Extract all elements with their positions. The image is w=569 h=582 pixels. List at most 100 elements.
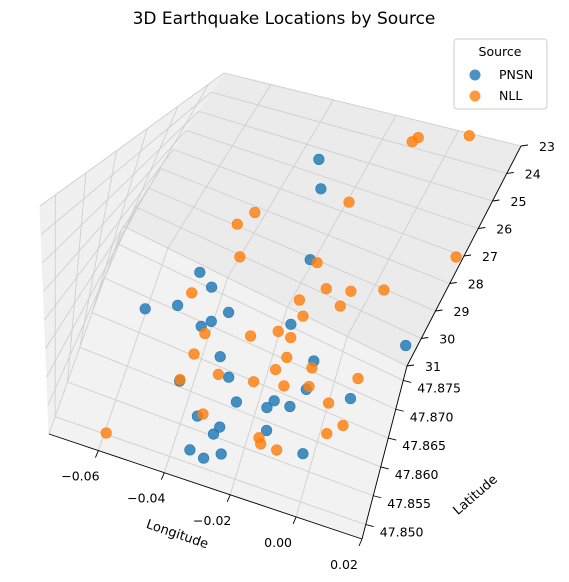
point-nll-12 (345, 285, 357, 297)
point-nll-16 (293, 294, 306, 306)
z-grid-side-0 (39, 72, 225, 207)
point-pnsn-0 (313, 153, 325, 165)
point-pnsn-7 (172, 299, 184, 312)
point-nll-17 (378, 284, 390, 296)
point-pnsn-12 (223, 371, 235, 383)
z-tick-mark-8 (406, 364, 415, 367)
z-grid-side-1 (40, 91, 212, 235)
grid-lines (39, 72, 522, 540)
x-tick-label-0: −0.06 (61, 469, 99, 484)
point-nll-6 (450, 251, 462, 263)
z-grid-back-4 (173, 149, 465, 257)
point-pnsn-27 (344, 393, 357, 405)
y-tick-label-4: 47.870 (410, 409, 454, 424)
chart-title: 3D Earthquake Locations by Source (133, 9, 436, 29)
point-pnsn-10 (285, 318, 297, 330)
x-tick-mark-1 (160, 472, 165, 480)
x-grid-floor-2 (229, 306, 288, 495)
x-grid-floor-0 (97, 247, 169, 451)
z-grid-side-7 (47, 206, 137, 406)
x-tick-mark-0 (95, 450, 99, 458)
point-nll-26 (270, 364, 282, 376)
point-nll-30 (303, 380, 315, 393)
legend-label-nll: NLL (499, 88, 522, 103)
z-tick-mark-7 (421, 337, 429, 339)
z-grid-side-6 (46, 187, 149, 378)
point-nll-37 (100, 427, 112, 439)
y-tick-mark-2 (380, 466, 389, 470)
point-nll-29 (197, 408, 209, 420)
z-tick-mark-5 (449, 282, 457, 284)
z-grid-back-3 (185, 129, 479, 229)
x-axis-line (48, 433, 363, 540)
z-tick-label-6: 29 (454, 304, 470, 319)
x-tick-label-1: −0.04 (127, 491, 165, 506)
y-tick-mark-1 (373, 495, 382, 499)
point-nll-33 (255, 438, 267, 450)
legend-marker-pnsn (469, 69, 481, 81)
point-pnsn-20 (184, 444, 196, 456)
point-pnsn-21 (261, 424, 273, 437)
point-nll-15 (199, 327, 211, 340)
point-pnsn-11 (214, 351, 226, 363)
y-tick-mark-3 (388, 437, 397, 441)
point-pnsn-22 (261, 402, 273, 414)
point-nll-3 (343, 196, 355, 208)
z-tick-label-7: 30 (439, 332, 455, 347)
point-nll-14 (272, 325, 284, 338)
z-tick-label-5: 28 (468, 277, 484, 292)
x-tick-label-2: −0.02 (193, 513, 231, 528)
y-tick-label-5: 47.875 (417, 380, 461, 395)
z-tick-label-0: 23 (539, 139, 555, 154)
point-pnsn-29 (198, 452, 210, 464)
legend-title: Source (479, 44, 522, 59)
point-nll-7 (234, 251, 246, 263)
y-tick-mark-4 (395, 408, 404, 412)
axis-lines (48, 145, 522, 540)
y-tick-label-2: 47.860 (395, 467, 439, 482)
y-tick-label-1: 47.855 (387, 496, 431, 511)
point-pnsn-5 (223, 306, 235, 319)
z-tick-mark-1 (506, 172, 514, 174)
z-tick-mark-4 (463, 254, 472, 257)
point-nll-24 (278, 380, 290, 392)
point-pnsn-26 (297, 448, 309, 460)
point-pnsn-3 (194, 266, 206, 278)
point-pnsn-17 (207, 428, 220, 440)
y-grid-floor-2 (79, 346, 381, 468)
y-axis-label: Latitude (451, 472, 501, 518)
point-nll-21 (281, 351, 293, 364)
point-nll-0 (463, 130, 475, 142)
z-tick-mark-0 (520, 144, 529, 147)
point-nll-5 (231, 218, 243, 230)
point-pnsn-6 (205, 315, 217, 328)
point-nll-35 (337, 419, 349, 432)
point-nll-18 (285, 332, 297, 344)
z-tick-label-8: 31 (425, 359, 441, 374)
z-tick-label-2: 25 (511, 194, 527, 209)
z-tick-mark-2 (492, 199, 500, 202)
point-nll-36 (321, 428, 333, 440)
z-tick-label-3: 26 (496, 222, 512, 237)
point-nll-20 (245, 330, 257, 342)
z-grid-side-3 (43, 130, 187, 292)
z-grid-back-5 (160, 168, 450, 284)
point-pnsn-4 (206, 281, 218, 293)
z-grid-side-5 (45, 168, 162, 349)
x-grid-floor-1 (163, 277, 229, 473)
point-nll-34 (271, 444, 283, 456)
point-pnsn-16 (214, 421, 226, 433)
point-nll-28 (174, 374, 186, 386)
point-pnsn-14 (230, 396, 242, 408)
point-nll-2 (406, 136, 418, 148)
scatter-points (100, 130, 475, 464)
point-pnsn-19 (215, 448, 227, 460)
x-tick-label-4: 0.02 (330, 557, 358, 572)
point-nll-31 (323, 397, 335, 409)
legend-label-pnsn: PNSN (499, 67, 533, 82)
point-nll-27 (248, 376, 260, 388)
y-grid-floor-1 (67, 381, 374, 497)
x-tick-mark-4 (358, 538, 363, 547)
y-tick-mark-5 (403, 379, 412, 383)
